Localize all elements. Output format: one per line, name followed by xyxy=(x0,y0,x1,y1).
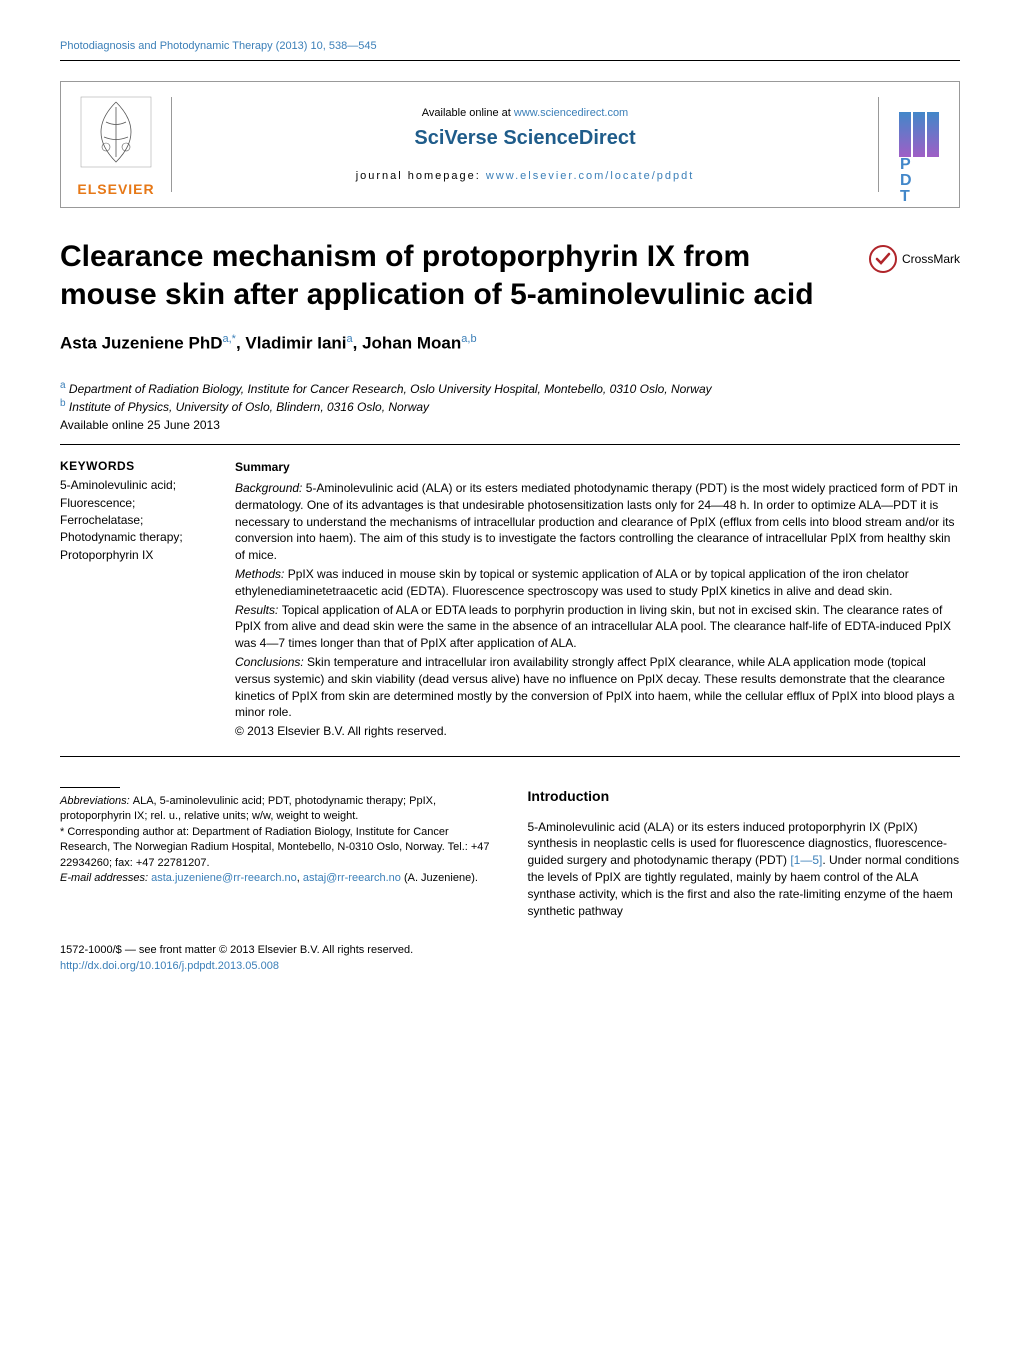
article-title: Clearance mechanism of protoporphyrin IX… xyxy=(60,238,848,313)
available-online: Available online at www.sciencedirect.co… xyxy=(172,107,878,119)
re-text: Topical application of ALA or EDTA leads… xyxy=(235,603,951,651)
me-label: Methods: xyxy=(235,567,288,581)
elsevier-tree-icon xyxy=(76,92,156,172)
crossmark-icon xyxy=(868,244,898,274)
abstract-block: KEYWORDS 5-Aminolevulinic acid; Fluoresc… xyxy=(60,444,960,757)
journal-header: ELSEVIER Available online at www.science… xyxy=(60,81,960,208)
summary-results: Results: Topical application of ALA or E… xyxy=(235,602,960,652)
doi-link[interactable]: http://dx.doi.org/10.1016/j.pdpdt.2013.0… xyxy=(60,960,279,972)
author-3: Johan Moan xyxy=(362,334,461,353)
title-row: Clearance mechanism of protoporphyrin IX… xyxy=(60,238,960,313)
affiliations: a Department of Radiation Biology, Insti… xyxy=(60,379,960,417)
me-text: PpIX was induced in mouse skin by topica… xyxy=(235,567,909,598)
bg-text: 5-Aminolevulinic acid (ALA) or its ester… xyxy=(235,481,958,562)
co-label: Conclusions: xyxy=(235,655,307,669)
email-label: E-mail addresses: xyxy=(60,872,151,884)
summary-conclusions: Conclusions: Skin temperature and intrac… xyxy=(235,654,960,721)
abbreviations: Abbreviations: ALA, 5-aminolevulinic aci… xyxy=(60,794,493,825)
keywords-list: 5-Aminolevulinic acid; Fluorescence; Fer… xyxy=(60,477,215,564)
body-columns: Abbreviations: ALA, 5-aminolevulinic aci… xyxy=(60,787,960,919)
summary-background: Background: 5-Aminolevulinic acid (ALA) … xyxy=(235,480,960,564)
available-online-label: Available online at xyxy=(422,107,514,119)
elsevier-text: ELSEVIER xyxy=(71,181,161,197)
co-text: Skin temperature and intracellular iron … xyxy=(235,655,954,719)
keywords-column: KEYWORDS 5-Aminolevulinic acid; Fluoresc… xyxy=(60,459,235,742)
footer-copyright: 1572-1000/$ — see front matter © 2013 El… xyxy=(60,944,960,956)
affil-b-text: Institute of Physics, University of Oslo… xyxy=(66,400,429,414)
email-link-2[interactable]: astaj@rr-reearch.no xyxy=(303,872,401,884)
crossmark-badge[interactable]: CrossMark xyxy=(868,244,960,274)
email-link-1[interactable]: asta.juzeniene@rr-reearch.no xyxy=(151,872,297,884)
re-label: Results: xyxy=(235,603,282,617)
top-rule xyxy=(60,60,960,61)
affil-a-text: Department of Radiation Biology, Institu… xyxy=(66,382,712,396)
affiliation-a: a Department of Radiation Biology, Insti… xyxy=(60,379,960,398)
left-column: Abbreviations: ALA, 5-aminolevulinic aci… xyxy=(60,787,493,919)
email-tail: (A. Juzeniene). xyxy=(401,872,478,884)
author-1: Asta Juzeniene PhD xyxy=(60,334,223,353)
footnote-rule xyxy=(60,787,120,788)
journal-logo: PDT xyxy=(879,112,959,177)
available-date: Available online 25 June 2013 xyxy=(60,418,960,432)
summary-copyright: © 2013 Elsevier B.V. All rights reserved… xyxy=(235,723,960,740)
author-3-sup: a,b xyxy=(461,333,476,345)
sciencedirect-link[interactable]: www.sciencedirect.com xyxy=(514,107,628,119)
journal-homepage: journal homepage: www.elsevier.com/locat… xyxy=(172,170,878,182)
intro-ref-link[interactable]: [1—5] xyxy=(790,853,822,867)
header-center: Available online at www.sciencedirect.co… xyxy=(171,97,879,192)
crossmark-text: CrossMark xyxy=(902,252,960,266)
abbreviations-block: Abbreviations: ALA, 5-aminolevulinic aci… xyxy=(60,794,493,886)
homepage-label: journal homepage: xyxy=(356,170,486,182)
intro-paragraph: 5-Aminolevulinic acid (ALA) or its ester… xyxy=(528,819,961,920)
summary-methods: Methods: PpIX was induced in mouse skin … xyxy=(235,566,960,600)
abbrev-label: Abbreviations: xyxy=(60,795,133,807)
keywords-heading: KEYWORDS xyxy=(60,459,215,473)
author-2-sup: a xyxy=(347,333,353,345)
journal-logo-letters: PDT xyxy=(900,157,944,205)
corresponding-author: * Corresponding author at: Department of… xyxy=(60,825,493,871)
bg-label: Background: xyxy=(235,481,306,495)
homepage-link[interactable]: www.elsevier.com/locate/pdpdt xyxy=(486,170,694,182)
author-1-sup: a,* xyxy=(223,333,236,345)
sciverse-brand: SciVerse ScienceDirect xyxy=(172,127,878,150)
summary-heading: Summary xyxy=(235,459,960,476)
author-list: Asta Juzeniene PhDa,*, Vladimir Iania, J… xyxy=(60,333,960,354)
email-addresses: E-mail addresses: asta.juzeniene@rr-reea… xyxy=(60,871,493,886)
author-2: Vladimir Iani xyxy=(245,334,346,353)
introduction-heading: Introduction xyxy=(528,787,961,807)
right-column: Introduction 5-Aminolevulinic acid (ALA)… xyxy=(528,787,961,919)
elsevier-logo: ELSEVIER xyxy=(61,92,171,197)
running-header: Photodiagnosis and Photodynamic Therapy … xyxy=(60,40,960,52)
corr-label: * Corresponding author at: xyxy=(60,826,192,838)
affiliation-b: b Institute of Physics, University of Os… xyxy=(60,397,960,416)
summary-column: Summary Background: 5-Aminolevulinic aci… xyxy=(235,459,960,742)
